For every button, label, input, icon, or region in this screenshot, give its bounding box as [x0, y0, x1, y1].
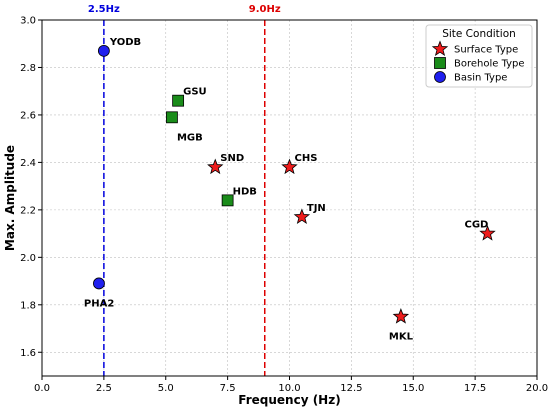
legend-title: Site Condition [442, 28, 516, 40]
data-point-hdb [221, 194, 234, 207]
data-point-yodb [97, 44, 110, 57]
point-label-tjn: TJN [307, 203, 326, 214]
x-tick-label: 0.0 [34, 383, 50, 394]
point-label-snd: SND [220, 153, 244, 164]
point-label-pha2: PHA2 [84, 298, 114, 309]
legend: Site Condition Surface Type Borehole Type… [425, 24, 533, 88]
legend-entry-label: Basin Type [454, 73, 507, 84]
point-label-cgd: CGD [465, 220, 489, 231]
data-point-gsu [172, 94, 185, 107]
data-points [93, 44, 496, 324]
data-point-cgd [479, 224, 496, 241]
y-tick-label: 1.6 [20, 348, 36, 359]
legend-marker-circle [434, 71, 446, 83]
legend-marker-star [431, 40, 449, 56]
x-axis-title: Frequency (Hz) [238, 393, 340, 407]
y-tick-label: 1.8 [20, 300, 36, 311]
x-tick-label: 17.5 [464, 383, 486, 394]
data-point-mkl [392, 308, 410, 324]
y-tick-label: 2.8 [20, 63, 36, 74]
y-tick-label: 2.4 [20, 158, 36, 169]
reference-line-label: 2.5Hz [88, 4, 120, 15]
data-point-tjn [293, 208, 311, 224]
y-tick-label: 3.0 [20, 16, 36, 27]
y-tick-label: 2.2 [20, 205, 36, 216]
x-tick-label: 15.0 [402, 383, 424, 394]
point-label-mgb: MGB [177, 132, 203, 143]
x-tick-label: 2.5 [96, 383, 112, 394]
reference-line-label: 9.0Hz [249, 4, 281, 15]
point-label-gsu: GSU [183, 87, 207, 98]
data-point-pha2 [93, 277, 105, 290]
data-point-mgb [166, 111, 178, 124]
x-tick-label: 20.0 [526, 383, 548, 394]
reference-lines: 2.5Hz 9.0Hz [88, 4, 281, 376]
data-point-snd [207, 158, 224, 175]
x-tick-label: 12.5 [340, 383, 362, 394]
x-tick-label: 5.0 [158, 383, 174, 394]
x-tick-label: 10.0 [278, 383, 300, 394]
y-axis-title: Max. Amplitude [3, 145, 17, 251]
legend-entry-label: Surface Type [454, 45, 518, 56]
data-point-chs [281, 158, 298, 175]
legend-marker-square [434, 57, 446, 69]
point-label-mkl: MKL [389, 332, 414, 343]
point-label-yodb: YODB [109, 37, 141, 48]
legend-entry-label: Borehole Type [454, 59, 525, 70]
x-tick-label: 7.5 [220, 383, 236, 394]
point-labels: SND CHS TJN CGD MKL GSU MGB HDB YODB PHA2 [84, 37, 488, 343]
axis-ticks: 0.0 2.5 5.0 7.5 10.0 12.5 15.0 17.5 20.0 1.6 1.8 2.… [20, 16, 548, 395]
legend-box [425, 24, 533, 88]
point-label-chs: CHS [295, 153, 318, 164]
y-tick-label: 2.0 [20, 253, 36, 264]
point-label-hdb: HDB [233, 186, 257, 197]
y-tick-label: 2.6 [20, 110, 36, 121]
